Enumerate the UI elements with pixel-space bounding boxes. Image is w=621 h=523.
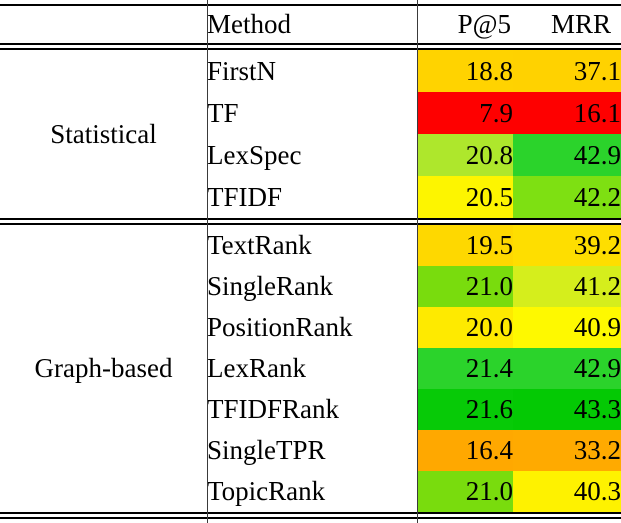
mrr-cell: 40.3 [513, 471, 621, 512]
header-mrr: MRR [550, 9, 611, 39]
p5-cell: 19.5 [417, 225, 513, 266]
vertical-rule-method-scores [417, 0, 418, 523]
table-row: LexSpec 20.8 42.9 [0, 134, 621, 176]
p5-cell: 7.9 [417, 92, 513, 134]
p5-cell: 21.0 [417, 471, 513, 512]
vertical-rule-group-method [207, 0, 208, 523]
mrr-cell: 40.9 [513, 307, 621, 348]
method-cell: TFIDFRank [207, 394, 340, 424]
p5-cell: 20.5 [417, 176, 513, 218]
method-cell: SingleRank [207, 271, 333, 301]
table-row: TFIDFRank 21.6 43.3 [0, 389, 621, 430]
mrr-cell: 37.1 [513, 50, 621, 92]
mrr-cell: 41.2 [513, 266, 621, 307]
method-cell: TopicRank [207, 476, 326, 506]
mrr-cell: 42.2 [513, 176, 621, 218]
p5-cell: 18.8 [417, 50, 513, 92]
p5-cell: 21.4 [417, 348, 513, 389]
table-row: TopicRank 21.0 40.3 [0, 471, 621, 512]
group-label: Graph-based [34, 353, 173, 383]
group-label: Statistical [50, 118, 157, 149]
table-row: Statistical FirstN 18.8 37.1 [0, 50, 621, 149]
method-cell: LexRank [207, 353, 306, 383]
mrr-cell: 42.9 [513, 134, 621, 176]
table-row: TFIDF 20.5 42.2 [0, 176, 621, 218]
mrr-cell: 43.3 [513, 389, 621, 430]
double-rule [0, 218, 621, 225]
method-cell: TF [207, 97, 239, 128]
header-method: Method [207, 9, 291, 39]
mrr-cell: 39.2 [513, 225, 621, 266]
header-double-rule [0, 43, 621, 50]
header-p5: P@5 [457, 9, 511, 39]
table-row: Graph-based TextRank 19.5 39.2 [0, 225, 621, 383]
method-cell: TFIDF [207, 181, 283, 212]
table-row: TF 7.9 16.1 [0, 92, 621, 134]
table-row: PositionRank 20.0 40.9 [0, 307, 621, 348]
p5-cell: 20.0 [417, 307, 513, 348]
table-row: SingleTPR 16.4 33.2 [0, 430, 621, 471]
method-cell: FirstN [207, 55, 277, 86]
header-group [0, 6, 207, 43]
table-row: LexRank 21.4 42.9 [0, 348, 621, 389]
mrr-cell: 33.2 [513, 430, 621, 471]
method-cell: TextRank [207, 230, 312, 260]
p5-cell: 20.8 [417, 134, 513, 176]
p5-cell: 16.4 [417, 430, 513, 471]
results-table: Method P@5 MRR Statistical FirstN 18.8 37… [0, 4, 621, 519]
method-cell: PositionRank [207, 312, 353, 342]
method-cell: SingleTPR [207, 435, 326, 465]
header-row: Method P@5 MRR [0, 6, 621, 43]
table-row: SingleRank 21.0 41.2 [0, 266, 621, 307]
double-rule [0, 512, 621, 519]
mrr-cell: 42.9 [513, 348, 621, 389]
results-table-body: Method P@5 MRR Statistical FirstN 18.8 37… [0, 4, 621, 519]
method-cell: LexSpec [207, 139, 302, 170]
mrr-cell: 16.1 [513, 92, 621, 134]
p5-cell: 21.0 [417, 266, 513, 307]
top-rule [0, 4, 621, 6]
p5-cell: 21.6 [417, 389, 513, 430]
